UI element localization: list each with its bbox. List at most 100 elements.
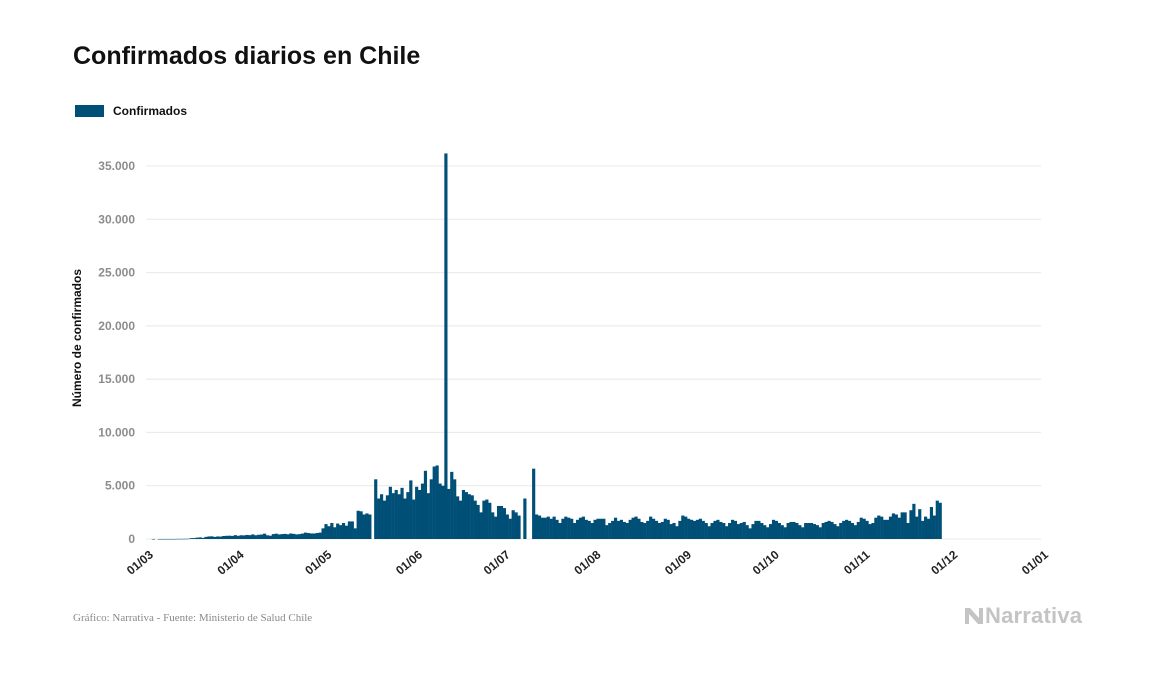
x-tick-label: 01/12 (928, 547, 960, 577)
bar (456, 496, 460, 539)
y-tick-label: 10.000 (98, 425, 135, 439)
x-tick-label: 01/06 (393, 547, 425, 577)
bar (292, 533, 296, 539)
bar (353, 528, 357, 539)
bar (494, 516, 498, 539)
bar (780, 525, 784, 539)
bar (207, 536, 211, 539)
bar (175, 538, 179, 540)
bar (388, 486, 392, 539)
bar (830, 521, 834, 539)
bar (233, 535, 237, 539)
bar (842, 520, 846, 539)
y-tick-label: 15.000 (98, 372, 135, 386)
bar (438, 483, 442, 539)
bar (748, 528, 752, 539)
bar (347, 521, 351, 539)
bar (295, 534, 299, 539)
y-tick-label: 25.000 (98, 266, 135, 280)
bar (888, 516, 893, 539)
bar (181, 538, 185, 540)
bar (444, 153, 448, 539)
bar (657, 523, 662, 539)
bar (505, 514, 509, 539)
bar (546, 516, 550, 539)
bar (663, 518, 667, 539)
bar (684, 516, 688, 539)
bar (397, 494, 401, 539)
bar (608, 523, 612, 539)
bar (289, 533, 293, 539)
bar (172, 538, 176, 540)
bar (394, 489, 398, 539)
bar (435, 465, 439, 539)
bar (309, 533, 313, 539)
bar (587, 520, 591, 539)
bar (701, 520, 705, 539)
bar (192, 538, 196, 539)
bar (491, 512, 495, 539)
bar (368, 514, 372, 539)
bar (195, 537, 199, 539)
bar (473, 500, 477, 539)
bar (514, 512, 518, 539)
bar (362, 514, 366, 539)
bar (809, 523, 814, 539)
bar (695, 519, 700, 539)
y-tick-label: 30.000 (98, 212, 135, 226)
bar (271, 534, 275, 539)
x-tick-label: 01/03 (124, 547, 156, 577)
x-tick-label: 01/01 (1019, 547, 1051, 577)
bar (912, 503, 916, 539)
narrativa-logo-icon (965, 608, 983, 624)
bar (654, 520, 659, 539)
y-tick-label: 20.000 (98, 319, 135, 333)
bar (821, 523, 825, 539)
bar (315, 533, 319, 539)
bar (789, 521, 793, 539)
chart-legend: Confirmados (75, 104, 187, 118)
bar (932, 515, 936, 539)
bar (792, 521, 796, 539)
bar (321, 528, 325, 539)
bar (423, 470, 428, 539)
bar (508, 518, 512, 539)
bar (219, 536, 223, 539)
bar (666, 519, 670, 539)
bar (567, 517, 571, 539)
bar (189, 538, 194, 539)
bar (429, 479, 433, 539)
bars (151, 153, 942, 540)
bar (543, 517, 547, 539)
bar (213, 536, 217, 539)
bar (795, 523, 799, 539)
bar (216, 536, 220, 539)
bar (409, 480, 413, 539)
bar (730, 519, 735, 539)
bar (915, 516, 919, 539)
bar (415, 486, 419, 539)
bar (406, 492, 410, 539)
legend-swatch (75, 105, 104, 117)
bar (178, 538, 182, 540)
bar (365, 513, 369, 539)
bar (874, 517, 878, 539)
bar (909, 510, 913, 539)
bar (186, 538, 191, 540)
bar (374, 479, 378, 539)
bar (350, 521, 354, 539)
bar (690, 519, 694, 539)
bar (637, 518, 641, 539)
bar (660, 521, 664, 539)
bar (921, 520, 925, 539)
bar (859, 517, 863, 539)
bar (672, 523, 676, 539)
x-tick-label: 01/09 (662, 547, 694, 577)
bar (815, 525, 819, 539)
bar (766, 527, 770, 539)
bar (502, 508, 506, 539)
bar (336, 523, 340, 539)
bar (681, 515, 685, 539)
bar (719, 521, 723, 539)
bar (652, 518, 656, 539)
